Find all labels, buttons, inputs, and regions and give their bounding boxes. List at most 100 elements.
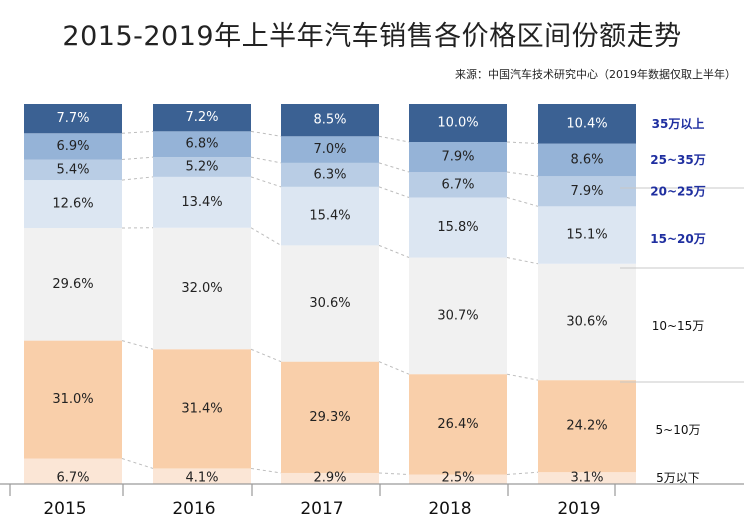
value-label-2019-series-3: 15.1% <box>566 228 607 243</box>
connector-line <box>250 176 282 188</box>
value-label-2018-series-1: 26.4% <box>437 417 478 432</box>
bar-2019-series-5 <box>538 143 636 177</box>
value-label-2016-series-3: 13.4% <box>181 195 222 210</box>
value-label-2015-series-0: 6.7% <box>56 471 89 486</box>
value-label-2016-series-4: 5.2% <box>185 160 218 175</box>
legend: 5万以下 5~10万 10~15万 15~20万 20~25万 25~35万 35万以上 <box>650 116 705 485</box>
connector-line <box>250 130 282 137</box>
chart-source-note: 来源：中国汽车技术研究中心（2019年数据仅取上半年） <box>455 68 736 81</box>
bar-2017-series-0 <box>281 472 379 484</box>
x-tick-label-2018: 2018 <box>428 499 471 519</box>
connector-line <box>250 156 282 164</box>
value-label-2017-series-2: 30.6% <box>309 296 350 311</box>
connector-line <box>121 458 154 469</box>
connector-line <box>378 244 410 258</box>
value-label-2017-series-1: 29.3% <box>309 410 350 425</box>
bar-2017-series-4 <box>281 162 379 187</box>
value-label-2015-series-3: 12.6% <box>52 197 93 212</box>
bar-2016-series-4 <box>153 157 251 177</box>
connector-line <box>506 257 539 265</box>
value-label-2019-series-0: 3.1% <box>570 471 603 486</box>
bar-2018-series-4 <box>409 172 507 198</box>
value-label-2019-series-2: 30.6% <box>566 314 607 329</box>
value-label-2019-series-1: 24.2% <box>566 419 607 434</box>
connector-line <box>378 472 410 475</box>
value-label-2019-series-5: 8.6% <box>570 152 603 167</box>
bar-2019-series-4 <box>538 176 636 207</box>
bar-2017-series-5 <box>281 136 379 163</box>
value-label-2018-series-3: 15.8% <box>437 220 478 235</box>
value-label-2015-series-2: 29.6% <box>52 277 93 292</box>
bars-layer <box>24 104 636 484</box>
value-label-2017-series-0: 2.9% <box>313 471 346 486</box>
bar-2019-series-3 <box>538 206 636 264</box>
x-tick-label-2017: 2017 <box>300 499 343 519</box>
legend-item-series-1: 5~10万 <box>656 423 701 437</box>
bar-2015-series-5 <box>24 133 122 160</box>
value-label-2017-series-6: 8.5% <box>313 113 346 128</box>
connector-line <box>378 162 410 173</box>
x-axis-labels: 2015 2016 2017 2018 2019 <box>43 499 600 519</box>
bar-2019-series-0 <box>538 472 636 484</box>
connector-line <box>506 141 539 145</box>
value-label-2015-series-4: 5.4% <box>56 162 89 177</box>
value-labels: 6.7% 31.0% 29.6% 12.6% 5.4% 6.9% 7.7% 4.1% 31.4%… <box>52 110 607 485</box>
bar-2015-series-3 <box>24 180 122 229</box>
legend-item-series-6: 35万以上 <box>652 116 705 131</box>
connector-line <box>506 373 539 381</box>
value-label-2015-series-1: 31.0% <box>52 392 93 407</box>
bar-2018-series-0 <box>409 474 507 484</box>
value-label-2016-series-6: 7.2% <box>185 110 218 125</box>
value-label-2018-series-6: 10.0% <box>437 116 478 131</box>
legend-item-series-0: 5万以下 <box>656 471 700 485</box>
bar-2016-series-2 <box>153 227 251 350</box>
bar-2015-series-6 <box>24 104 122 134</box>
value-label-2018-series-0: 2.5% <box>441 471 474 486</box>
bar-2015-series-1 <box>24 340 122 459</box>
bar-2018-series-1 <box>409 374 507 475</box>
bar-2018-series-5 <box>409 142 507 173</box>
x-tick-label-2019: 2019 <box>557 499 600 519</box>
bar-2018-series-3 <box>409 197 507 258</box>
bar-2016-series-1 <box>153 349 251 469</box>
connector-line <box>121 130 154 134</box>
value-label-2016-series-2: 32.0% <box>181 281 222 296</box>
value-label-2016-series-0: 4.1% <box>185 471 218 486</box>
value-label-2019-series-6: 10.4% <box>566 116 607 131</box>
bar-2015-series-2 <box>24 228 122 341</box>
value-label-2015-series-5: 6.9% <box>56 139 89 154</box>
x-tick-label-2015: 2015 <box>43 499 86 519</box>
connector-line <box>378 135 410 143</box>
value-label-2018-series-2: 30.7% <box>437 308 478 323</box>
value-label-2017-series-5: 7.0% <box>313 142 346 157</box>
legend-separators <box>620 187 744 383</box>
value-label-2017-series-3: 15.4% <box>309 209 350 224</box>
bar-2019-series-2 <box>538 263 636 381</box>
bar-2016-series-5 <box>153 131 251 158</box>
connector-line <box>250 348 282 363</box>
connector-line <box>121 340 154 350</box>
bar-2018-series-2 <box>409 257 507 375</box>
bar-2015-series-0 <box>24 458 122 484</box>
connector-line <box>378 361 410 375</box>
value-label-2016-series-5: 6.8% <box>185 137 218 152</box>
value-label-2018-series-4: 6.7% <box>441 177 474 192</box>
connector-line <box>506 196 539 207</box>
value-label-2017-series-4: 6.3% <box>313 167 346 182</box>
bar-2016-series-6 <box>153 104 251 132</box>
connector-line <box>506 171 539 177</box>
legend-item-series-2: 10~15万 <box>652 319 705 333</box>
bar-2018-series-6 <box>409 104 507 142</box>
connector-line <box>250 467 282 474</box>
bar-2017-series-6 <box>281 104 379 137</box>
bar-2017-series-3 <box>281 186 379 246</box>
bar-2016-series-3 <box>153 176 251 228</box>
chart-title: 2015-2019年上半年汽车销售各价格区间份额走势 <box>62 21 682 52</box>
value-label-2015-series-6: 7.7% <box>56 111 89 126</box>
connector-line <box>506 471 539 475</box>
value-label-2018-series-5: 7.9% <box>441 150 474 165</box>
bar-2017-series-1 <box>281 361 379 473</box>
bar-2016-series-0 <box>153 468 251 484</box>
